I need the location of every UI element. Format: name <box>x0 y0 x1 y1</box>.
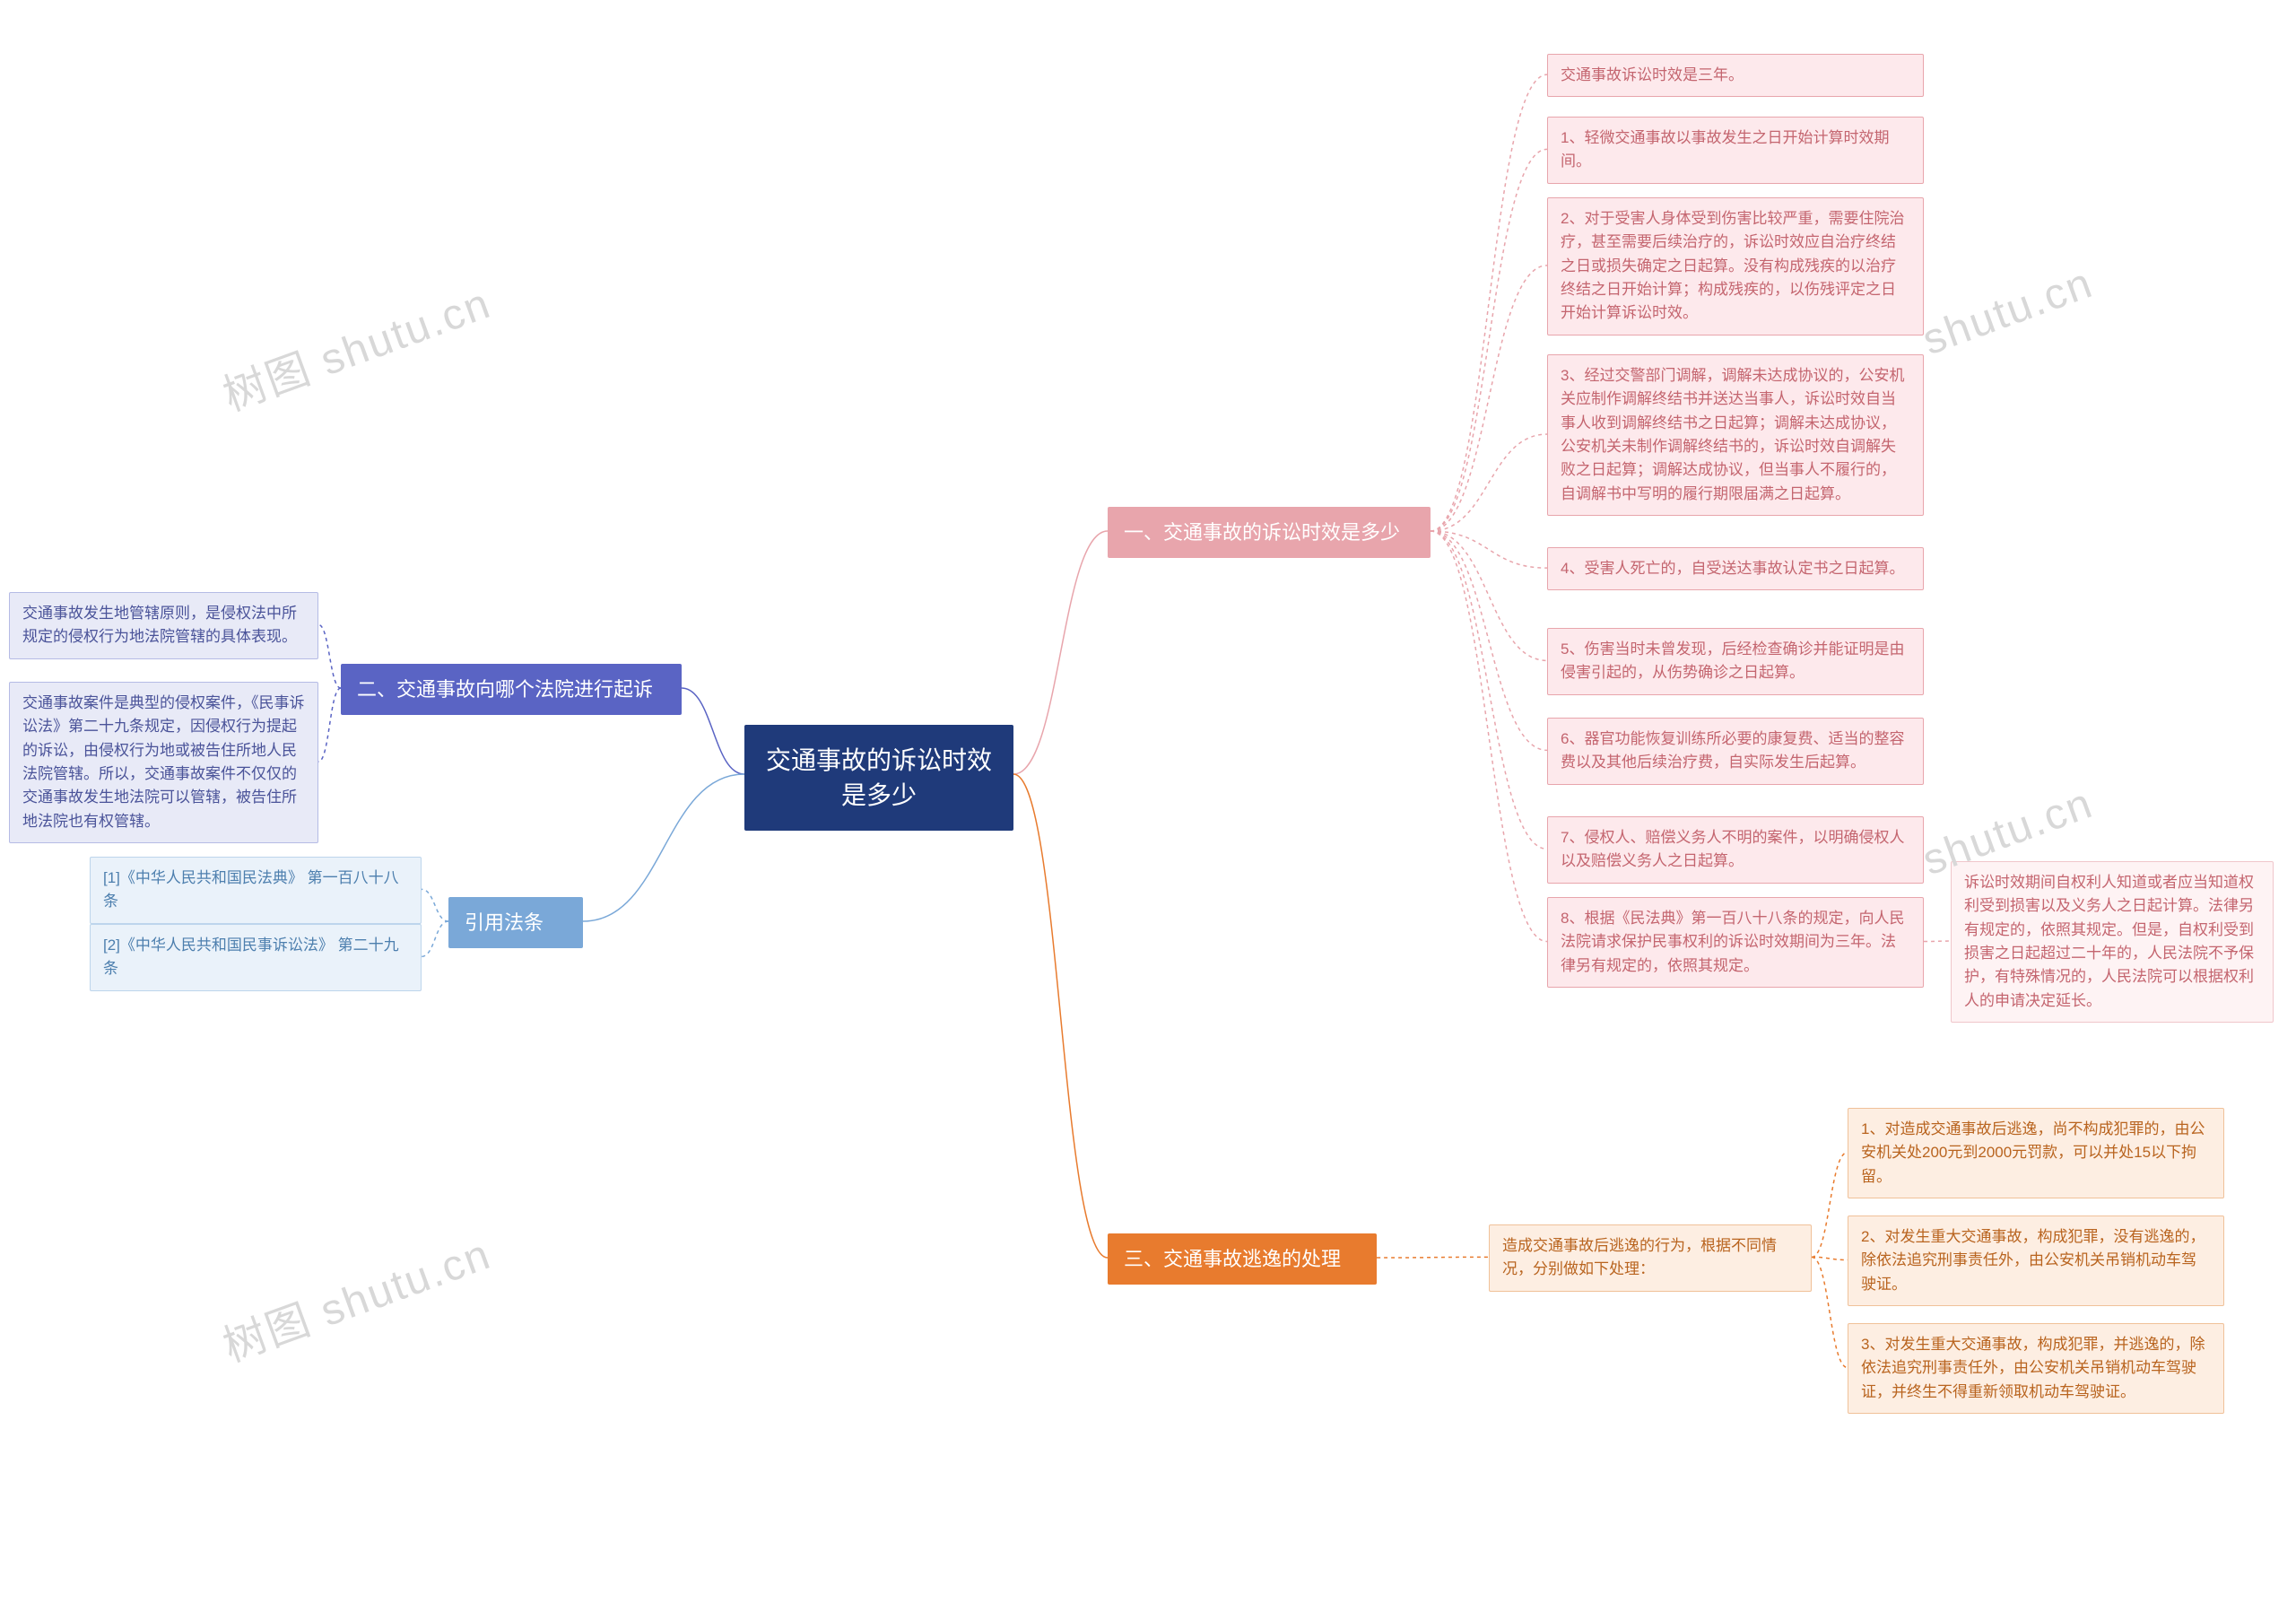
branch-b3-leaf: 3、对发生重大交通事故，构成犯罪，并逃逸的，除依法追究刑事责任外，由公安机关吊销… <box>1848 1323 2224 1414</box>
branch-b4: 引用法条 <box>448 897 583 948</box>
branch-b1-leaf: 5、伤害当时未曾发现，后经检查确诊并能证明是由侵害引起的，从伤势确诊之日起算。 <box>1547 628 1924 695</box>
branch-b1: 一、交通事故的诉讼时效是多少 <box>1108 507 1431 558</box>
branch-b3: 三、交通事故逃逸的处理 <box>1108 1233 1377 1285</box>
watermark: shutu.cn <box>1917 258 2100 365</box>
branch-b1-leaf: 8、根据《民法典》第一百八十八条的规定，向人民法院请求保护民事权利的诉讼时效期间… <box>1547 897 1924 988</box>
branch-b1-leaf: 1、轻微交通事故以事故发生之日开始计算时效期间。 <box>1547 117 1924 184</box>
branch-b4-leaf: [1]《中华人民共和国民法典》 第一百八十八条 <box>90 857 422 924</box>
branch-b3-leaf: 2、对发生重大交通事故，构成犯罪，没有逃逸的，除依法追究刑事责任外，由公安机关吊… <box>1848 1216 2224 1306</box>
watermark: 树图 shutu.cn <box>213 1219 498 1374</box>
branch-b1-leaf: 2、对于受害人身体受到伤害比较严重，需要住院治疗，甚至需要后续治疗的，诉讼时效应… <box>1547 197 1924 335</box>
branch-b1-leaf: 7、侵权人、赔偿义务人不明的案件，以明确侵权人以及赔偿义务人之日起算。 <box>1547 816 1924 884</box>
branch-b2-leaf: 交通事故发生地管辖原则，是侵权法中所规定的侵权行为地法院管辖的具体表现。 <box>9 592 318 659</box>
branch-b1-leaf: 3、经过交警部门调解，调解未达成协议的，公安机关应制作调解终结书并送达当事人，诉… <box>1547 354 1924 516</box>
watermark: 树图 shutu.cn <box>213 268 498 423</box>
branch-b3-mid: 造成交通事故后逃逸的行为，根据不同情况，分别做如下处理： <box>1489 1224 1812 1292</box>
branch-b1-leaf-sub: 诉讼时效期间自权利人知道或者应当知道权利受到损害以及义务人之日起计算。法律另有规… <box>1951 861 2274 1023</box>
branch-b1-leaf: 6、器官功能恢复训练所必要的康复费、适当的整容费以及其他后续治疗费，自实际发生后… <box>1547 718 1924 785</box>
branch-b3-leaf: 1、对造成交通事故后逃逸，尚不构成犯罪的，由公安机关处200元到2000元罚款，… <box>1848 1108 2224 1198</box>
branch-b2-leaf: 交通事故案件是典型的侵权案件，《民事诉讼法》第二十九条规定，因侵权行为提起的诉讼… <box>9 682 318 843</box>
branch-b2: 二、交通事故向哪个法院进行起诉 <box>341 664 682 715</box>
branch-b1-leaf: 4、受害人死亡的，自受送达事故认定书之日起算。 <box>1547 547 1924 590</box>
branch-b4-leaf: [2]《中华人民共和国民事诉讼法》 第二十九条 <box>90 924 422 991</box>
branch-b1-leaf: 交通事故诉讼时效是三年。 <box>1547 54 1924 97</box>
root-node: 交通事故的诉讼时效是多少 <box>744 725 1013 831</box>
